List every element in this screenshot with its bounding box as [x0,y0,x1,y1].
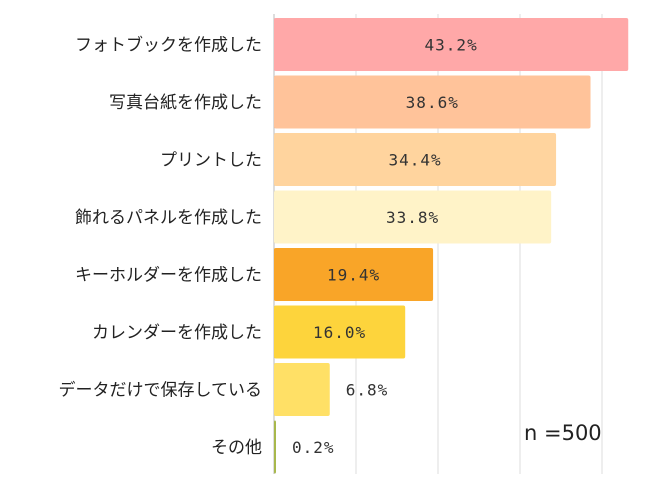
value-label-6: 16.0% [313,323,366,342]
category-labels: フォトブックを作成した写真台紙を作成したプリントした飾れるパネルを作成したキーホ… [59,35,263,459]
category-label-8: その他 [211,438,262,458]
value-label-3: 34.4% [388,151,441,170]
category-label-2: 写真台紙を作成した [109,93,262,113]
category-label-1: フォトブックを作成した [75,35,262,56]
bars [274,18,629,474]
bar-2 [274,75,591,129]
category-label-5: キーホルダーを作成した [75,266,262,286]
value-label-7: 6.8% [346,381,389,400]
value-label-2: 38.6% [406,93,459,112]
bar-1 [274,18,629,71]
value-label-5: 19.4% [327,266,380,285]
value-label-4: 33.8% [386,208,439,227]
bar-4 [274,190,552,244]
value-labels: 43.2% 38.6% 34.4% 33.8% 19.4% 16.0% 6.8% 0.2% [292,36,478,458]
value-label-8: 0.2% [292,438,335,457]
bar-5 [274,248,434,301]
bar-3 [274,133,557,186]
category-label-7: データだけで保存している [59,380,263,401]
category-label-3: プリントした [160,151,262,171]
bar-6 [274,305,406,359]
value-label-1: 43.2% [425,36,478,55]
bar-7 [274,363,330,416]
bar-8 [274,420,276,474]
category-label-4: 飾れるパネルを作成した [75,208,262,228]
sample-size-note: n =500 [524,421,602,445]
category-label-6: カレンダーを作成した [92,323,262,343]
